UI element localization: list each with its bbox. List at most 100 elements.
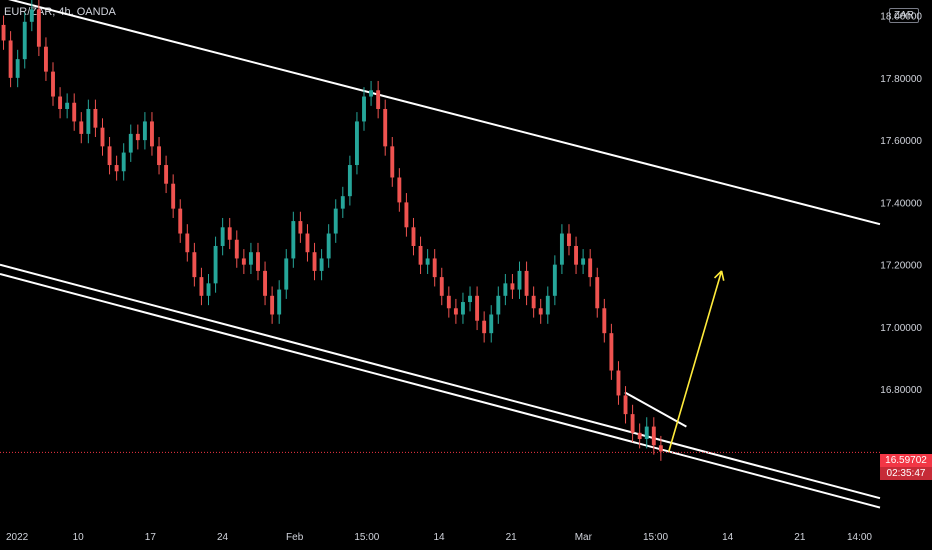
x-tick-label: 24 xyxy=(217,532,229,543)
y-tick-label: 18.00000 xyxy=(880,12,922,23)
candle-body xyxy=(383,108,388,147)
candle-body xyxy=(439,277,444,296)
candle-body xyxy=(432,258,437,278)
candle-body xyxy=(185,233,190,253)
candle-body xyxy=(100,127,105,147)
candle-body xyxy=(581,258,586,265)
candle-body xyxy=(552,264,557,296)
candle-body xyxy=(213,245,218,284)
x-tick-label: 14:00 xyxy=(847,532,872,543)
candle-body xyxy=(171,183,176,209)
candle-body xyxy=(79,121,84,134)
candle-body xyxy=(256,252,260,271)
candle-body xyxy=(418,245,423,265)
y-tick-label: 17.80000 xyxy=(880,74,922,85)
candle-body xyxy=(567,233,571,246)
candle-body xyxy=(319,258,324,271)
candle-body xyxy=(630,414,635,433)
trendline-channel-upper xyxy=(8,0,881,226)
candle-body xyxy=(644,426,649,440)
candle-body xyxy=(369,90,374,97)
candle-body xyxy=(157,146,161,166)
candle-body xyxy=(15,59,20,78)
x-tick-label: 14 xyxy=(433,532,445,543)
candle-body xyxy=(397,177,402,203)
y-tick-label: 17.40000 xyxy=(880,198,922,209)
candle-body xyxy=(263,270,267,296)
candle-body xyxy=(623,395,628,415)
candle-body xyxy=(602,308,607,334)
candle-body xyxy=(29,9,34,22)
candle-body xyxy=(142,121,147,141)
candle-body xyxy=(411,227,416,246)
candle-body xyxy=(482,320,487,334)
candle-body xyxy=(376,90,381,109)
candle-body xyxy=(192,252,197,278)
candle-body xyxy=(609,333,614,371)
candle-body xyxy=(58,96,63,109)
arrow-head xyxy=(713,270,723,279)
y-axis: 18.00000 17.80000 17.60000 17.40000 17.20000… xyxy=(880,12,922,397)
candle-body xyxy=(446,295,451,309)
candle-body xyxy=(595,277,600,309)
candle-body xyxy=(43,46,48,72)
y-tick-label: 16.80000 xyxy=(880,385,922,396)
candle-body xyxy=(65,102,70,109)
candle-body xyxy=(227,227,232,240)
candle-body xyxy=(220,227,225,246)
candle-body xyxy=(616,370,621,396)
candle-body xyxy=(305,233,310,253)
candle-body xyxy=(340,196,345,209)
candle-body xyxy=(461,302,465,315)
candle-body xyxy=(51,71,55,97)
x-tick-label: 2022 xyxy=(6,532,29,543)
candle-body xyxy=(164,165,169,184)
candle-body xyxy=(298,221,303,234)
projection-arrow xyxy=(668,270,725,452)
candle-body xyxy=(559,233,564,265)
candle-body xyxy=(326,233,331,259)
candle-body xyxy=(284,258,289,290)
candle-body xyxy=(135,133,140,141)
candle-body xyxy=(658,445,663,452)
trendline-wedge-top xyxy=(624,391,687,428)
candle-body xyxy=(121,152,126,172)
candle-body xyxy=(404,202,409,228)
candle-body xyxy=(574,245,578,265)
candle-body xyxy=(475,295,480,321)
candle-body xyxy=(234,239,239,259)
candle-body xyxy=(72,102,77,122)
candle-body xyxy=(8,40,13,78)
trendline-channel-lower-1 xyxy=(0,263,881,500)
candle-body xyxy=(277,289,282,315)
currency-badge[interactable]: ZAR xyxy=(889,8,919,23)
candle-body xyxy=(510,283,515,290)
candle-body xyxy=(347,165,352,197)
x-tick-label: Mar xyxy=(575,532,593,543)
candles xyxy=(1,0,663,461)
candle-body xyxy=(651,426,656,446)
x-tick-label: 10 xyxy=(73,532,85,543)
candle-body xyxy=(496,295,501,315)
candle-body xyxy=(468,295,472,303)
candle-body xyxy=(150,121,154,147)
candle-body xyxy=(362,96,366,122)
candle-body xyxy=(333,208,338,234)
candle-body xyxy=(524,270,529,296)
candle-body xyxy=(22,21,27,60)
x-tick-label: 17 xyxy=(145,532,157,543)
x-tick-label: 21 xyxy=(506,532,518,543)
x-tick-label: Feb xyxy=(286,532,304,543)
candle-body xyxy=(206,283,211,296)
y-tick-label: 17.00000 xyxy=(880,323,922,334)
candle-body xyxy=(248,252,253,265)
candle-body xyxy=(517,270,522,290)
trendline-channel-lower-2 xyxy=(0,273,881,509)
candle-body xyxy=(312,252,317,271)
x-axis: 2022 10 17 24 Feb 15:00 14 21 Mar 15:00 14 21 14:00 xyxy=(6,532,872,543)
candle-body xyxy=(86,108,91,134)
candle-body xyxy=(538,308,543,315)
x-tick-label: 14 xyxy=(722,532,734,543)
candle-body xyxy=(270,295,275,315)
